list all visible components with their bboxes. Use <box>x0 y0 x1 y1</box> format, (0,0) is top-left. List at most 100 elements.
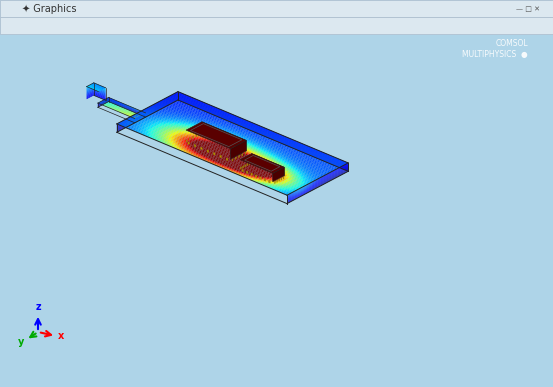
Polygon shape <box>272 136 276 138</box>
Polygon shape <box>259 127 263 129</box>
Polygon shape <box>190 104 195 106</box>
Polygon shape <box>144 115 146 116</box>
Polygon shape <box>124 123 128 125</box>
Polygon shape <box>317 179 319 180</box>
Polygon shape <box>141 115 143 116</box>
Polygon shape <box>176 140 181 142</box>
Polygon shape <box>120 123 122 125</box>
Polygon shape <box>325 180 327 182</box>
Polygon shape <box>135 116 137 118</box>
Polygon shape <box>321 154 325 156</box>
Polygon shape <box>216 110 221 112</box>
Polygon shape <box>327 160 331 162</box>
Polygon shape <box>159 130 163 132</box>
Polygon shape <box>287 182 291 184</box>
Polygon shape <box>203 149 207 151</box>
Polygon shape <box>161 104 163 105</box>
Polygon shape <box>317 182 319 183</box>
Polygon shape <box>122 121 123 122</box>
Polygon shape <box>146 116 148 117</box>
Polygon shape <box>106 99 109 101</box>
Polygon shape <box>221 116 225 118</box>
Polygon shape <box>238 124 242 126</box>
Polygon shape <box>148 107 152 109</box>
Polygon shape <box>156 135 160 137</box>
Polygon shape <box>176 98 178 99</box>
Polygon shape <box>182 147 186 149</box>
Polygon shape <box>331 163 336 165</box>
Polygon shape <box>286 176 291 178</box>
Polygon shape <box>243 127 248 130</box>
Polygon shape <box>131 116 135 118</box>
Polygon shape <box>259 129 263 132</box>
Polygon shape <box>197 126 202 128</box>
Polygon shape <box>238 125 242 127</box>
Polygon shape <box>343 172 345 173</box>
Polygon shape <box>224 115 229 117</box>
Polygon shape <box>242 138 247 140</box>
Polygon shape <box>163 99 168 101</box>
Polygon shape <box>319 179 321 180</box>
Polygon shape <box>297 142 301 144</box>
Polygon shape <box>197 103 201 106</box>
Polygon shape <box>242 125 246 127</box>
Polygon shape <box>324 180 325 182</box>
Polygon shape <box>341 173 342 174</box>
Polygon shape <box>199 107 204 109</box>
Polygon shape <box>242 125 247 127</box>
Polygon shape <box>345 169 347 170</box>
Polygon shape <box>200 131 204 133</box>
Polygon shape <box>148 114 149 115</box>
Polygon shape <box>208 107 213 109</box>
Polygon shape <box>295 158 299 160</box>
Polygon shape <box>221 136 226 138</box>
Polygon shape <box>103 103 105 104</box>
Polygon shape <box>231 166 235 168</box>
Polygon shape <box>293 199 295 200</box>
Polygon shape <box>143 123 147 125</box>
Polygon shape <box>280 136 284 138</box>
Polygon shape <box>289 199 290 201</box>
Polygon shape <box>154 110 159 112</box>
Polygon shape <box>328 173 330 174</box>
Polygon shape <box>307 184 309 185</box>
Polygon shape <box>166 127 170 128</box>
Polygon shape <box>168 141 173 143</box>
Polygon shape <box>279 173 284 175</box>
Polygon shape <box>156 106 158 108</box>
Polygon shape <box>136 120 140 122</box>
Polygon shape <box>296 194 298 195</box>
Polygon shape <box>222 158 227 160</box>
Polygon shape <box>267 137 272 139</box>
Polygon shape <box>98 87 101 88</box>
Polygon shape <box>127 108 130 110</box>
Polygon shape <box>289 201 290 202</box>
Polygon shape <box>178 146 183 147</box>
Polygon shape <box>275 178 280 180</box>
Polygon shape <box>118 106 121 107</box>
Polygon shape <box>161 126 166 128</box>
Polygon shape <box>291 176 295 178</box>
Polygon shape <box>113 109 116 110</box>
Polygon shape <box>304 151 308 152</box>
Polygon shape <box>207 144 211 146</box>
Polygon shape <box>129 112 133 113</box>
Polygon shape <box>155 105 156 107</box>
Polygon shape <box>297 149 301 151</box>
Polygon shape <box>135 113 140 116</box>
Polygon shape <box>149 114 150 115</box>
Polygon shape <box>237 137 241 140</box>
Polygon shape <box>156 104 158 105</box>
Polygon shape <box>127 106 129 107</box>
Polygon shape <box>204 110 208 111</box>
Polygon shape <box>311 179 315 181</box>
Polygon shape <box>216 110 221 111</box>
Polygon shape <box>129 123 131 125</box>
Polygon shape <box>313 182 315 183</box>
Polygon shape <box>108 99 111 100</box>
Polygon shape <box>126 119 128 120</box>
Polygon shape <box>260 173 265 175</box>
Polygon shape <box>91 84 94 85</box>
Polygon shape <box>324 182 325 183</box>
Polygon shape <box>163 138 167 140</box>
